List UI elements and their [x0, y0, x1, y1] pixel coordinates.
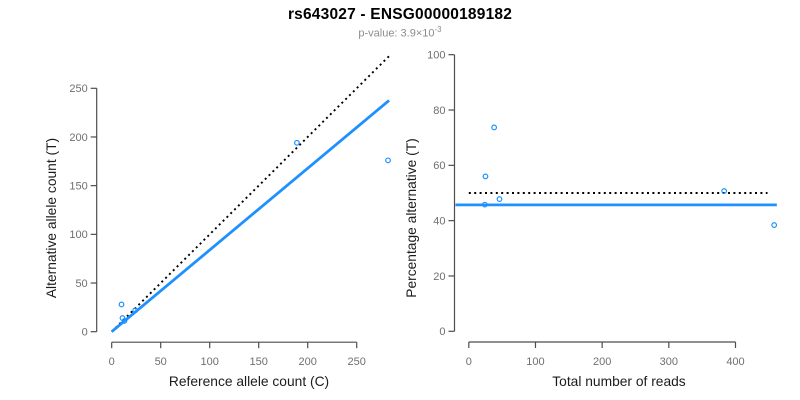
- y-tick-label: 40: [433, 216, 445, 228]
- p-value-subtitle: p-value: 3.9×10-3: [0, 25, 800, 40]
- x-axis-title: Reference allele count (C): [169, 374, 329, 389]
- data-point: [496, 196, 503, 202]
- x-tick-label: 150: [250, 356, 268, 368]
- y-axis-title: Alternative allele count (T): [44, 138, 59, 298]
- p-value-exponent: -3: [434, 25, 442, 34]
- y-tick-label: 0: [439, 326, 445, 338]
- data-point: [481, 201, 488, 208]
- y-tick-label: 60: [433, 160, 445, 172]
- p-value-text: p-value: 3.9×10: [358, 27, 435, 40]
- x-tick-label: 200: [593, 356, 611, 368]
- y-tick-label: 100: [427, 50, 445, 62]
- x-axis-title: Total number of reads: [552, 374, 686, 389]
- data-point: [121, 318, 128, 324]
- y-tick-label: 80: [433, 105, 445, 117]
- chart-title: rs643027 - ENSG00000189182: [287, 6, 513, 23]
- data-point: [385, 157, 391, 164]
- y-tick-label: 150: [69, 181, 87, 193]
- data-point: [132, 307, 139, 314]
- x-tick-label: 100: [526, 356, 544, 368]
- data-point: [482, 173, 489, 180]
- y-tick-label: 100: [69, 229, 87, 241]
- allele-count-scatter: 0 50 100 150 200 250 0 50 100 150 200 250 Reference …: [44, 55, 391, 389]
- data-point: [294, 139, 300, 146]
- x-tick-label: 0: [109, 356, 115, 368]
- x-tick-label: 300: [660, 356, 678, 368]
- x-tick-label: 100: [201, 356, 219, 368]
- identity-line: [111, 55, 390, 333]
- x-tick-label: 50: [155, 356, 167, 368]
- data-point: [771, 222, 778, 228]
- x-tick-label: 400: [726, 356, 744, 368]
- x-tick-label: 200: [299, 356, 317, 368]
- x-tick-label: 250: [348, 356, 366, 368]
- y-tick-label: 0: [82, 327, 88, 339]
- percentage-scatter: 0 100 200 300 400 0 20 40 60 80 100 Total number of…: [404, 50, 778, 389]
- fit-line: [110, 99, 390, 333]
- y-tick-label: 200: [69, 132, 87, 144]
- data-point: [721, 188, 728, 194]
- data-point: [118, 301, 125, 308]
- y-tick-label: 20: [433, 271, 445, 283]
- x-tick-label: 0: [466, 356, 472, 368]
- y-tick-label: 250: [69, 83, 87, 95]
- y-tick-label: 50: [75, 278, 87, 290]
- data-point: [491, 124, 498, 131]
- y-axis-title: Percentage alternative (T): [404, 138, 419, 298]
